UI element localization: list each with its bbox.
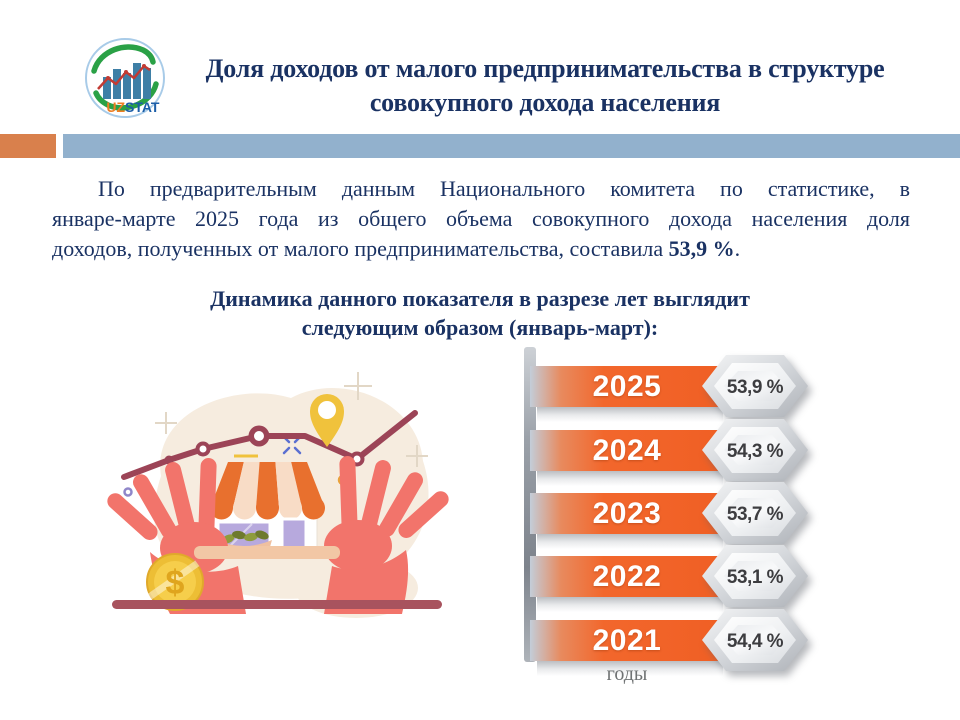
year-label: 2022 <box>592 559 662 593</box>
chart-row: 2021 54,4 % <box>530 606 960 676</box>
logo-swoosh-icon <box>91 44 156 74</box>
logo-trend-icon <box>97 64 151 90</box>
chart-xlabel: годы <box>606 663 648 685</box>
logo-text-uz: UZ <box>106 99 125 115</box>
accent-bar-orange <box>0 134 56 158</box>
share-value-highlight: 53,9 % <box>668 236 735 261</box>
paragraph-line: январе-марте 2025 года из общего объема … <box>52 206 910 231</box>
year-bar: 2022 <box>530 556 724 597</box>
right-hand <box>324 456 449 614</box>
year-label: 2025 <box>592 369 662 403</box>
dynamics-subtitle: Динамика данного показателя в разрезе ле… <box>0 284 960 342</box>
title-line-2: совокупного дохода населения <box>369 88 721 117</box>
badge-value: 54,4 % <box>727 631 784 652</box>
dollar-sign: $ <box>166 564 185 602</box>
badge-value: 54,3 % <box>727 441 784 462</box>
year-bar: 2025 <box>530 366 724 407</box>
bar-shadow <box>537 471 723 486</box>
decorative-ring-icon <box>123 487 133 497</box>
accent-bar-blue <box>63 134 960 158</box>
chart-row: 2024 54,3 % <box>530 416 960 486</box>
year-label: 2021 <box>592 623 662 657</box>
coin-icon: $ <box>146 553 204 611</box>
decorative-cross-icon <box>155 372 428 467</box>
year-label: 2023 <box>592 496 662 530</box>
year-bar: 2024 <box>530 430 724 471</box>
intro-paragraph: По предварительным данным Национального … <box>52 174 910 264</box>
chart-row: 2023 53,7 % <box>530 479 960 549</box>
chart-row: 2022 53,1 % <box>530 542 960 612</box>
uzstat-logo: UZ STAT <box>85 38 165 118</box>
paragraph-text: доходов, полученных от малого предприним… <box>52 236 669 261</box>
year-bar: 2023 <box>530 493 724 534</box>
logo-text-stat: STAT <box>125 99 160 115</box>
year-bar: 2021 <box>530 620 724 661</box>
paragraph-text: . <box>734 236 741 261</box>
ground-line <box>112 600 442 609</box>
bar-shadow <box>537 407 723 422</box>
hexagon-badge: 53,9 % <box>702 355 808 417</box>
hexagon-badge: 54,3 % <box>702 419 808 481</box>
paragraph-line: доходов, полученных от малого предприним… <box>52 234 910 264</box>
title-line-1: Доля доходов от малого предпринимательст… <box>205 54 885 83</box>
bar-shadow <box>537 597 723 612</box>
subtitle-line-1: Динамика данного показателя в разрезе ле… <box>210 286 750 311</box>
shop-awning <box>210 462 325 520</box>
market-hands-illustration: $ <box>107 372 449 618</box>
bar-shadow <box>537 661 723 676</box>
slide-title: Доля доходов от малого предпринимательст… <box>160 52 930 120</box>
chart-row: 2025 53,9 % <box>530 352 960 422</box>
badge-value: 53,7 % <box>727 504 784 525</box>
badge-value: 53,1 % <box>727 567 784 588</box>
hexagon-badge: 53,1 % <box>702 545 808 607</box>
hexagon-badge: 54,4 % <box>702 609 808 671</box>
location-pin-icon <box>310 394 344 447</box>
paragraph-line: По предварительным данным Национального … <box>98 176 910 201</box>
palm-platform <box>194 546 340 559</box>
hexagon-badge: 53,7 % <box>702 482 808 544</box>
bar-shadow <box>537 534 723 549</box>
badge-value: 53,9 % <box>727 377 784 398</box>
subtitle-line-2: следующим образом (январь-март): <box>301 315 659 340</box>
year-label: 2024 <box>592 433 662 467</box>
